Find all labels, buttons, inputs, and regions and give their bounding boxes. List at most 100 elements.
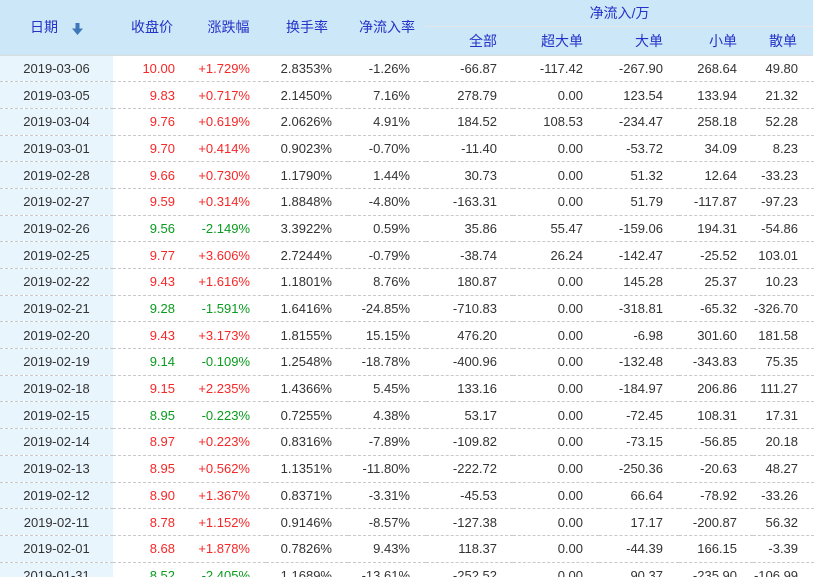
change-cell: -0.109%	[191, 348, 266, 376]
inflow-xlarge-cell: 0.00	[513, 161, 599, 189]
inflow-small-cell: 12.64	[679, 161, 753, 189]
inflow-xlarge-cell: 0.00	[513, 81, 599, 109]
change-cell: +1.152%	[191, 508, 266, 536]
inflow-retail-cell: 8.23	[753, 135, 814, 163]
inflow-rate-cell: -18.78%	[348, 348, 426, 376]
inflow-retail-cell: -326.70	[753, 295, 814, 323]
sort-descending-icon[interactable]	[72, 22, 83, 35]
inflow-rate-cell: 0.59%	[348, 215, 426, 243]
inflow-rate-cell: -0.79%	[348, 241, 426, 269]
inflow-rate-cell: 4.38%	[348, 401, 426, 430]
inflow-retail-cell: 111.27	[753, 375, 814, 403]
inflow-all-cell: 184.52	[426, 108, 513, 136]
inflow-retail-cell: -33.26	[753, 482, 814, 510]
group-header-net-inflow: 净流入/万	[426, 0, 814, 27]
inflow-xlarge-cell: 0.00	[513, 455, 599, 483]
inflow-all-cell: 278.79	[426, 81, 513, 109]
close-cell: 9.76	[113, 108, 191, 136]
table-row: 2019-03-05 9.83 +0.717% 2.1450% 7.16% 278.79 0…	[0, 81, 814, 109]
turnover-cell: 3.3922%	[266, 215, 348, 243]
table-row: 2019-02-12 8.90 +1.367% 0.8371% -3.31% -45.53…	[0, 482, 814, 510]
inflow-retail-cell: 20.18	[753, 428, 814, 456]
date-header-label: 日期	[30, 19, 58, 36]
column-header-inflow-rate[interactable]: 净流入率	[348, 0, 426, 56]
change-cell: +0.717%	[191, 81, 266, 109]
inflow-small-cell: 194.31	[679, 215, 753, 243]
table-row: 2019-02-18 9.15 +2.235% 1.4366% 5.45% 133.16 0…	[0, 375, 814, 403]
table-row: 2019-02-27 9.59 +0.314% 1.8848% -4.80% -163.3…	[0, 188, 814, 216]
inflow-retail-cell: -33.23	[753, 161, 814, 189]
inflow-large-cell: 17.17	[599, 508, 679, 536]
inflow-large-cell: -184.97	[599, 375, 679, 403]
inflow-all-cell: -252.52	[426, 562, 513, 577]
inflow-large-cell: 51.32	[599, 161, 679, 189]
table-row: 2019-02-19 9.14 -0.109% 1.2548% -18.78% -400.…	[0, 348, 814, 376]
column-header-inflow-small[interactable]: 小单	[679, 26, 753, 56]
turnover-cell: 2.1450%	[266, 81, 348, 109]
close-cell: 9.28	[113, 295, 191, 323]
inflow-retail-cell: 56.32	[753, 508, 814, 536]
inflow-all-cell: -127.38	[426, 508, 513, 536]
change-cell: +0.619%	[191, 108, 266, 136]
table-row: 2019-02-26 9.56 -2.149% 3.3922% 0.59% 35.86 55…	[0, 215, 814, 243]
inflow-small-cell: 133.94	[679, 81, 753, 109]
inflow-rate-cell: 8.76%	[348, 268, 426, 296]
inflow-small-cell: 34.09	[679, 135, 753, 163]
inflow-large-cell: 66.64	[599, 482, 679, 510]
inflow-rate-cell: -0.70%	[348, 135, 426, 163]
change-cell: +0.730%	[191, 161, 266, 189]
inflow-small-cell: 206.86	[679, 375, 753, 403]
close-cell: 9.83	[113, 81, 191, 109]
column-header-change[interactable]: 涨跌幅	[191, 0, 266, 56]
inflow-all-cell: -66.87	[426, 55, 513, 83]
inflow-xlarge-cell: 0.00	[513, 508, 599, 536]
inflow-xlarge-cell: 0.00	[513, 401, 599, 430]
inflow-rate-cell: -13.61%	[348, 562, 426, 577]
inflow-retail-cell: -54.86	[753, 215, 814, 243]
turnover-cell: 1.8155%	[266, 321, 348, 350]
table-body: 2019-03-06 10.00 +1.729% 2.8353% -1.26% -66.8…	[0, 55, 814, 577]
inflow-all-cell: 133.16	[426, 375, 513, 403]
date-cell: 2019-02-25	[0, 241, 113, 269]
close-cell: 8.95	[113, 401, 191, 430]
column-header-date[interactable]: 日期	[0, 0, 113, 56]
inflow-retail-cell: 52.28	[753, 108, 814, 136]
table-row: 2019-02-21 9.28 -1.591% 1.6416% -24.85% -710.…	[0, 295, 814, 323]
column-header-inflow-retail[interactable]: 散单	[753, 26, 814, 56]
date-cell: 2019-01-31	[0, 562, 113, 577]
turnover-cell: 1.1790%	[266, 161, 348, 189]
column-header-inflow-xlarge[interactable]: 超大单	[513, 26, 599, 56]
close-cell: 10.00	[113, 55, 191, 83]
inflow-small-cell: 258.18	[679, 108, 753, 136]
close-cell: 9.77	[113, 241, 191, 269]
inflow-xlarge-cell: 0.00	[513, 321, 599, 350]
close-cell: 8.95	[113, 455, 191, 483]
column-header-close[interactable]: 收盘价	[113, 0, 191, 56]
inflow-retail-cell: -106.99	[753, 562, 814, 577]
inflow-all-cell: 476.20	[426, 321, 513, 350]
inflow-xlarge-cell: 0.00	[513, 268, 599, 296]
inflow-xlarge-cell: 0.00	[513, 348, 599, 376]
date-cell: 2019-02-11	[0, 508, 113, 536]
date-cell: 2019-03-05	[0, 81, 113, 109]
inflow-all-cell: -109.82	[426, 428, 513, 456]
column-header-turnover[interactable]: 换手率	[266, 0, 348, 56]
inflow-large-cell: -73.15	[599, 428, 679, 456]
inflow-small-cell: -25.52	[679, 241, 753, 269]
column-header-inflow-large[interactable]: 大单	[599, 26, 679, 56]
inflow-large-cell: -267.90	[599, 55, 679, 83]
inflow-retail-cell: 48.27	[753, 455, 814, 483]
table-row: 2019-01-31 8.52 -2.405% 1.1689% -13.61% -252.…	[0, 562, 814, 577]
change-cell: +0.223%	[191, 428, 266, 456]
inflow-retail-cell: 103.01	[753, 241, 814, 269]
turnover-cell: 0.7255%	[266, 401, 348, 430]
inflow-all-cell: 30.73	[426, 161, 513, 189]
inflow-retail-cell: 10.23	[753, 268, 814, 296]
inflow-large-cell: -44.39	[599, 535, 679, 563]
date-cell: 2019-02-22	[0, 268, 113, 296]
inflow-retail-cell: 21.32	[753, 81, 814, 109]
date-cell: 2019-02-18	[0, 375, 113, 403]
inflow-xlarge-cell: 0.00	[513, 535, 599, 563]
column-header-inflow-all[interactable]: 全部	[426, 26, 513, 56]
inflow-large-cell: -318.81	[599, 295, 679, 323]
